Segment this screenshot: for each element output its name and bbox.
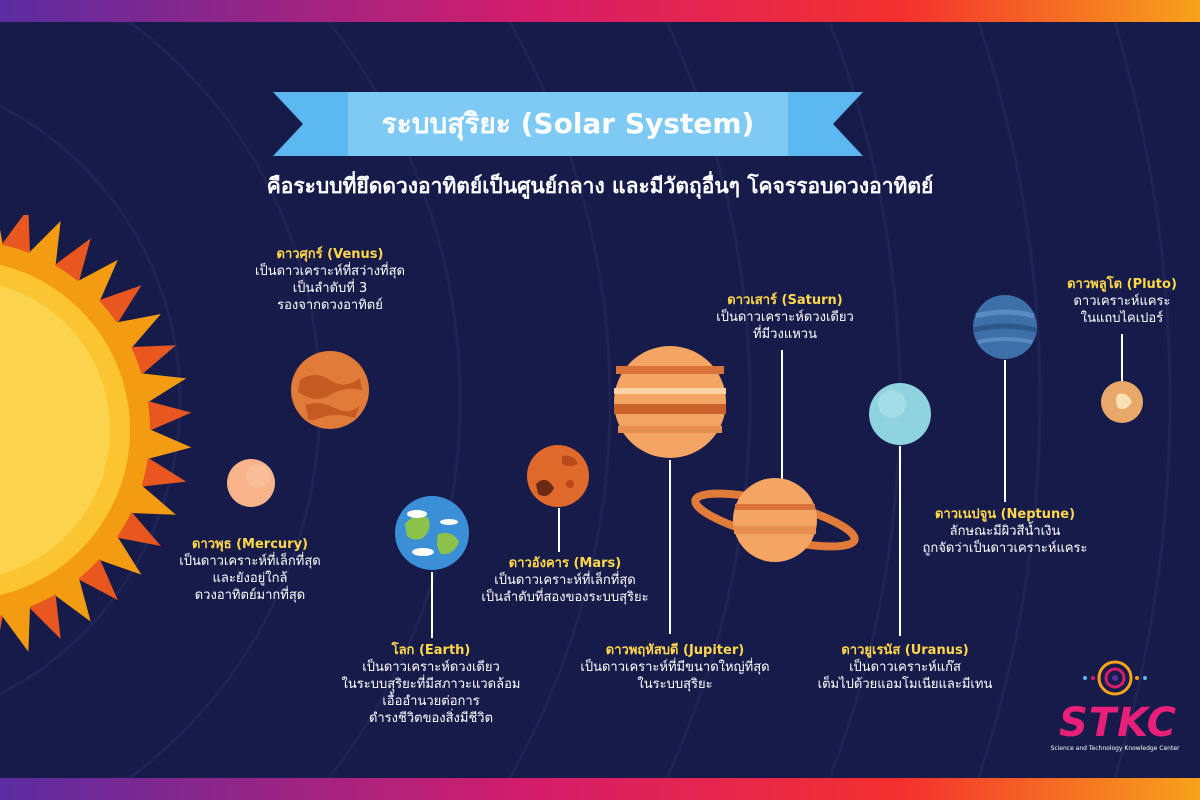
neptune-name: ดาวเนปจูน (Neptune) bbox=[934, 507, 1076, 522]
uranus-desc-1: เป็นดาวเคราะห์แก๊ส bbox=[849, 660, 961, 675]
venus-desc-2: เป็นลำดับที่ 3 bbox=[292, 281, 368, 296]
mars-desc-2: เป็นลำดับที่สองของระบบสุริยะ bbox=[481, 590, 649, 605]
mars-desc-1: เป็นดาวเคราะห์ที่เล็กที่สุด bbox=[494, 573, 636, 588]
pluto-label: ดาวพลูโต (Pluto) ดาวเคราะห์แคระ ในแถบไคเ… bbox=[1056, 276, 1188, 327]
mars-connector bbox=[558, 508, 560, 552]
mars-name: ดาวอังคาร (Mars) bbox=[508, 556, 622, 571]
mercury-desc-3: ดวงอาทิตย์มากที่สุด bbox=[194, 588, 306, 603]
sun-ray bbox=[73, 259, 118, 307]
sun-ray bbox=[142, 427, 192, 461]
jupiter-name: ดาวพฤหัสบดี (Jupiter) bbox=[605, 643, 745, 658]
neptune-planet bbox=[973, 295, 1037, 359]
earth-desc-2: ในระบบสุริยะที่มีสภาวะแวดล้อม bbox=[341, 677, 521, 692]
mercury-name: ดาวพุธ (Mercury) bbox=[192, 537, 308, 552]
jupiter-desc-2: ในระบบสุริยะ bbox=[637, 677, 713, 692]
earth-desc-4: ดำรงชีวิตของสิ่งมีชีวิต bbox=[368, 711, 494, 726]
venus-name: ดาวศุกร์ (Venus) bbox=[276, 247, 384, 262]
sun-ray bbox=[73, 553, 118, 601]
uranus-planet bbox=[869, 383, 931, 445]
sun-ray bbox=[142, 399, 192, 433]
neptune-desc-2: ถูกจัดว่าเป็นดาวเคราะห์แคระ bbox=[922, 541, 1088, 556]
mercury-planet bbox=[227, 459, 275, 507]
saturn-planet bbox=[691, 478, 859, 562]
sun-illustration bbox=[0, 215, 192, 652]
earth-planet bbox=[395, 496, 469, 570]
pluto-planet bbox=[1101, 381, 1143, 423]
top-gradient-stripe bbox=[0, 0, 1200, 22]
pluto-desc-2: ในแถบไคเปอร์ bbox=[1080, 311, 1164, 326]
sun-ray bbox=[135, 372, 187, 406]
bottom-gradient-stripe bbox=[0, 778, 1200, 800]
saturn-connector bbox=[781, 350, 783, 480]
jupiter-planet bbox=[614, 346, 726, 458]
venus-desc-3: รองจากดวงอาทิตย์ bbox=[277, 298, 383, 313]
neptune-desc-1: ลักษณะมีผิวสีน้ำเงิน bbox=[949, 524, 1061, 539]
saturn-label: ดาวเสาร์ (Saturn) เป็นดาวเคราะห์ดวงเดียว… bbox=[690, 292, 880, 343]
earth-desc-1: เป็นดาวเคราะห์ดวงเดียว bbox=[362, 660, 500, 675]
stkc-tagline: Science and Technology Knowledge Center bbox=[1050, 745, 1180, 752]
pluto-desc-1: ดาวเคราะห์แคระ bbox=[1073, 294, 1171, 309]
mars-label: ดาวอังคาร (Mars) เป็นดาวเคราะห์ที่เล็กที… bbox=[460, 555, 670, 606]
neptune-label: ดาวเนปจูน (Neptune) ลักษณะมีผิวสีน้ำเงิน… bbox=[895, 506, 1115, 557]
jupiter-connector bbox=[669, 460, 671, 634]
venus-label: ดาวศุกร์ (Venus) เป็นดาวเคราะห์ที่สว่างท… bbox=[220, 246, 440, 314]
saturn-name: ดาวเสาร์ (Saturn) bbox=[727, 293, 843, 308]
uranus-name: ดาวยูเรนัส (Uranus) bbox=[841, 643, 969, 658]
earth-name: โลก (Earth) bbox=[391, 643, 471, 658]
uranus-label: ดาวยูเรนัส (Uranus) เป็นดาวเคราะห์แก๊ส เ… bbox=[800, 642, 1010, 693]
venus-desc-1: เป็นดาวเคราะห์ที่สว่างที่สุด bbox=[255, 264, 405, 279]
stkc-logo: STKC bbox=[1059, 700, 1177, 746]
title-banner: ระบบสุริยะ (Solar System) bbox=[273, 88, 863, 160]
sun-ray bbox=[93, 285, 142, 329]
neptune-connector bbox=[1004, 360, 1006, 502]
sun-ray bbox=[93, 531, 142, 575]
saturn-desc-1: เป็นดาวเคราะห์ดวงเดียว bbox=[716, 310, 854, 325]
earth-connector bbox=[431, 572, 433, 638]
earth-label: โลก (Earth) เป็นดาวเคราะห์ดวงเดียว ในระบ… bbox=[316, 642, 546, 727]
venus-planet bbox=[291, 351, 369, 429]
pluto-name: ดาวพลูโต (Pluto) bbox=[1067, 277, 1177, 292]
mercury-label: ดาวพุธ (Mercury) เป็นดาวเคราะห์ที่เล็กที… bbox=[160, 536, 340, 604]
mars-planet bbox=[527, 445, 589, 507]
page-title: ระบบสุริยะ (Solar System) bbox=[381, 107, 755, 140]
page-subtitle: คือระบบที่ยึดดวงอาทิตย์เป็นศูนย์กลาง และ… bbox=[266, 174, 934, 198]
mercury-desc-2: และยังอยู่ใกล้ bbox=[212, 571, 288, 586]
stkc-logo-icon bbox=[1083, 660, 1147, 696]
uranus-connector bbox=[899, 446, 901, 636]
jupiter-desc-1: เป็นดาวเคราะห์ที่มีขนาดใหญ่ที่สุด bbox=[580, 660, 770, 675]
pluto-connector bbox=[1121, 334, 1123, 382]
sun-ray bbox=[135, 454, 187, 488]
earth-desc-3: เอื้ออำนวยต่อการ bbox=[382, 694, 480, 709]
saturn-desc-2: ที่มีวงแหวน bbox=[753, 327, 817, 342]
jupiter-label: ดาวพฤหัสบดี (Jupiter) เป็นดาวเคราะห์ที่ม… bbox=[560, 642, 790, 693]
mercury-desc-1: เป็นดาวเคราะห์ที่เล็กที่สุด bbox=[179, 554, 321, 569]
uranus-desc-2: เต็มไปด้วยแอมโมเนียและมีเทน bbox=[817, 677, 993, 692]
